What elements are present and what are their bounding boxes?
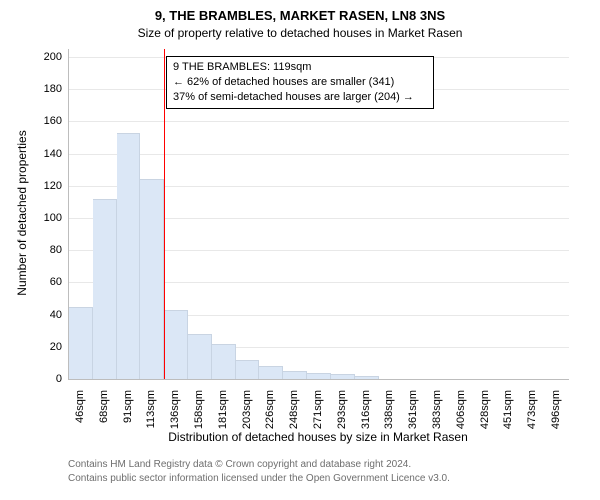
- histogram-bar: [355, 376, 379, 379]
- x-tick-label: 68sqm: [98, 390, 110, 423]
- x-tick-label: 473sqm: [526, 390, 538, 429]
- histogram-bar: [212, 344, 236, 379]
- callout-line-3: 37% of semi-detached houses are larger (…: [173, 90, 427, 105]
- attribution-footer: Contains HM Land Registry data © Crown c…: [68, 458, 450, 485]
- x-tick-label: 226sqm: [264, 390, 276, 429]
- chart-subtitle: Size of property relative to detached ho…: [0, 26, 600, 40]
- x-tick-label: 158sqm: [193, 390, 205, 429]
- y-tick-label: 40: [50, 309, 62, 321]
- x-tick-label: 338sqm: [383, 390, 395, 429]
- x-tick-label: 136sqm: [169, 390, 181, 429]
- callout-line-1: 9 THE BRAMBLES: 119sqm: [173, 60, 427, 75]
- y-tick-label: 0: [56, 373, 62, 385]
- x-tick-label: 181sqm: [217, 390, 229, 429]
- footer-line-2: Contains public sector information licen…: [68, 472, 450, 486]
- gridline: [69, 121, 569, 122]
- callout-line-2: ← 62% of detached houses are smaller (34…: [173, 75, 427, 90]
- y-tick-label: 200: [44, 51, 62, 63]
- x-tick-label: 113sqm: [145, 390, 157, 428]
- y-tick-label: 140: [44, 148, 62, 160]
- y-tick-label: 100: [44, 212, 62, 224]
- histogram-bar: [236, 360, 260, 379]
- gridline: [69, 154, 569, 155]
- x-tick-label: 428sqm: [479, 390, 491, 429]
- histogram-bar: [69, 307, 93, 379]
- x-tick-label: 293sqm: [336, 390, 348, 429]
- x-tick-label: 203sqm: [241, 390, 253, 429]
- callout-box: 9 THE BRAMBLES: 119sqm ← 62% of detached…: [166, 56, 434, 109]
- x-tick-label: 271sqm: [312, 390, 324, 429]
- x-tick-label: 383sqm: [431, 390, 443, 429]
- x-tick-label: 406sqm: [455, 390, 467, 429]
- histogram-bar: [93, 199, 117, 379]
- y-tick-label: 120: [44, 180, 62, 192]
- x-tick-label: 361sqm: [407, 390, 419, 429]
- histogram-bar: [164, 310, 188, 379]
- histogram-bar: [140, 179, 164, 379]
- x-tick-label: 496sqm: [550, 390, 562, 429]
- histogram-bar: [117, 133, 141, 379]
- y-tick-label: 60: [50, 276, 62, 288]
- histogram-bar: [188, 334, 212, 379]
- footer-line-1: Contains HM Land Registry data © Crown c…: [68, 458, 450, 472]
- x-tick-label: 46sqm: [74, 390, 86, 423]
- histogram-bar: [331, 374, 355, 379]
- x-axis-label: Distribution of detached houses by size …: [68, 430, 568, 444]
- x-tick-label: 91sqm: [122, 390, 134, 423]
- y-tick-label: 180: [44, 83, 62, 95]
- x-tick-label: 248sqm: [288, 390, 300, 429]
- histogram-bar: [307, 373, 331, 379]
- chart-title: 9, THE BRAMBLES, MARKET RASEN, LN8 3NS: [0, 8, 600, 23]
- histogram-bar: [259, 366, 283, 379]
- y-tick-label: 160: [44, 115, 62, 127]
- y-axis-label: Number of detached properties: [15, 113, 29, 313]
- y-tick-label: 80: [50, 244, 62, 256]
- x-tick-label: 451sqm: [502, 390, 514, 429]
- y-tick-label: 20: [50, 341, 62, 353]
- histogram-bar: [283, 371, 307, 379]
- x-tick-label: 316sqm: [360, 390, 372, 429]
